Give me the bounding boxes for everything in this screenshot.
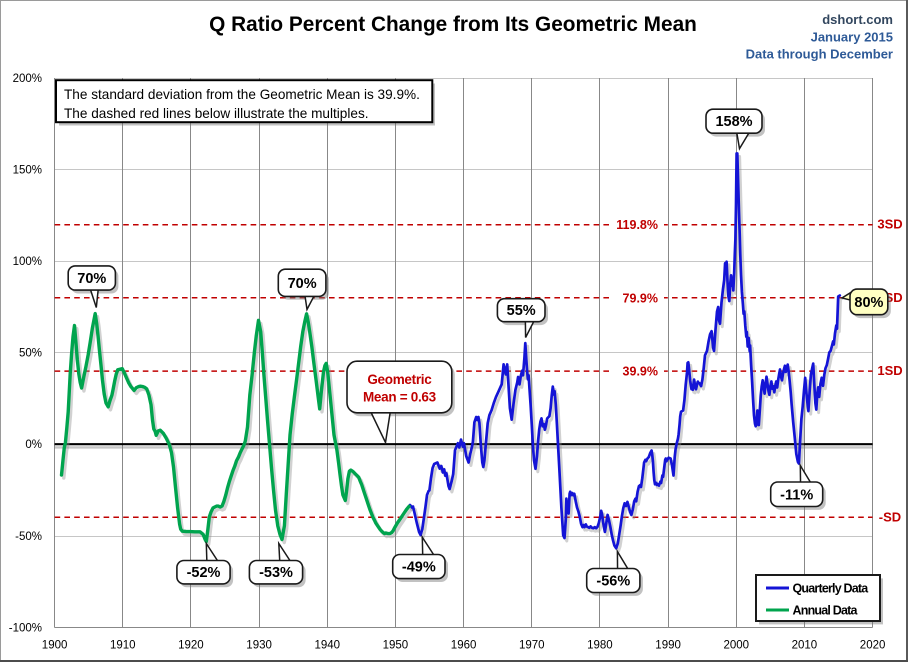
svg-text:January 2015: January 2015 <box>811 30 893 45</box>
svg-text:Quarterly Data: Quarterly Data <box>793 582 870 596</box>
svg-text:dshort.com: dshort.com <box>822 12 893 27</box>
svg-text:150%: 150% <box>13 164 42 176</box>
svg-text:1920: 1920 <box>178 640 204 652</box>
svg-text:Annual Data: Annual Data <box>793 604 859 618</box>
svg-text:0%: 0% <box>25 439 42 451</box>
svg-text:-49%: -49% <box>402 560 436 576</box>
svg-text:1980: 1980 <box>587 640 613 652</box>
svg-text:Data through December: Data through December <box>746 47 893 62</box>
svg-text:-50%: -50% <box>15 531 42 543</box>
svg-text:1910: 1910 <box>110 640 136 652</box>
svg-text:79.9%: 79.9% <box>623 291 658 305</box>
svg-text:1930: 1930 <box>246 640 272 652</box>
svg-text:200%: 200% <box>13 73 42 85</box>
svg-text:-56%: -56% <box>596 574 630 590</box>
svg-text:1970: 1970 <box>519 640 545 652</box>
svg-text:1950: 1950 <box>383 640 409 652</box>
svg-text:Geometric: Geometric <box>367 372 432 387</box>
svg-text:1990: 1990 <box>655 640 681 652</box>
svg-text:Mean = 0.63: Mean = 0.63 <box>363 390 437 405</box>
svg-text:70%: 70% <box>77 271 106 287</box>
svg-text:The dashed red lines below ill: The dashed red lines below illustrate th… <box>64 106 369 121</box>
svg-text:70%: 70% <box>288 276 317 292</box>
svg-text:158%: 158% <box>715 114 752 130</box>
svg-text:1960: 1960 <box>451 640 477 652</box>
svg-text:39.9%: 39.9% <box>623 365 658 379</box>
svg-text:-11%: -11% <box>780 487 813 503</box>
svg-text:2020: 2020 <box>860 640 886 652</box>
svg-text:119.8%: 119.8% <box>616 218 658 232</box>
svg-text:3SD: 3SD <box>877 217 902 232</box>
svg-text:The standard deviation from th: The standard deviation from the Geometri… <box>64 87 420 102</box>
svg-text:1SD: 1SD <box>877 363 902 378</box>
svg-text:-100%: -100% <box>9 622 42 634</box>
svg-text:80%: 80% <box>854 295 883 311</box>
svg-text:100%: 100% <box>13 256 42 268</box>
svg-text:-52%: -52% <box>187 565 221 581</box>
svg-text:50%: 50% <box>19 348 42 360</box>
svg-text:1940: 1940 <box>315 640 341 652</box>
svg-text:-53%: -53% <box>259 565 293 581</box>
svg-text:2000: 2000 <box>724 640 750 652</box>
svg-text:-SD: -SD <box>879 509 901 524</box>
svg-text:1900: 1900 <box>42 640 68 652</box>
svg-text:55%: 55% <box>507 303 536 319</box>
svg-text:2010: 2010 <box>792 640 818 652</box>
svg-text:Q Ratio Percent Change from It: Q Ratio Percent Change from Its Geometri… <box>209 13 697 36</box>
